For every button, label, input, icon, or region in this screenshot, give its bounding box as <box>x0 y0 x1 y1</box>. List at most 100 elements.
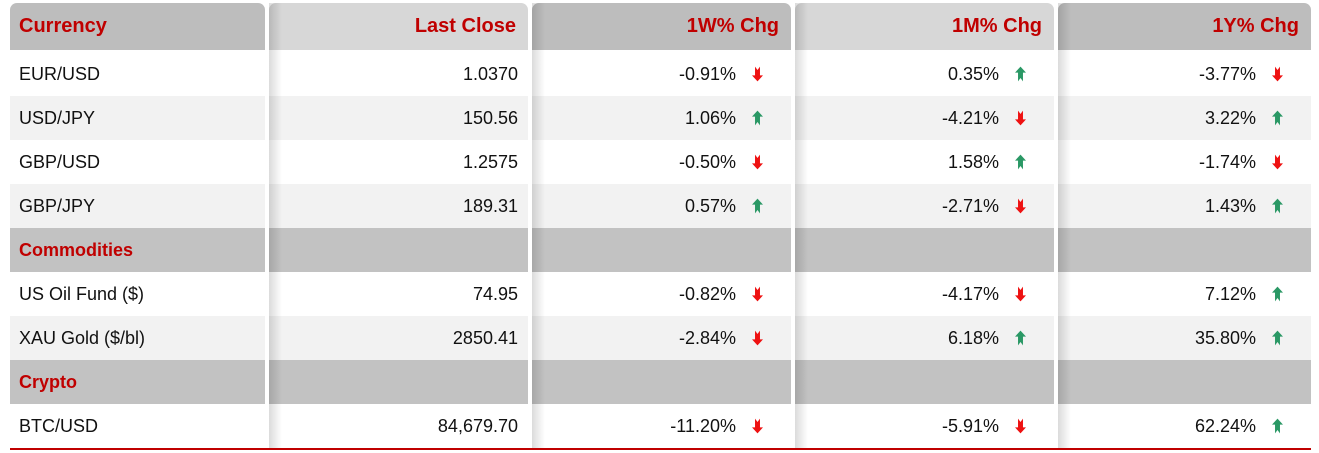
pct-change-value: 1.06% <box>684 107 736 128</box>
change-direction-slot <box>1256 329 1298 347</box>
section-row-cell <box>269 360 528 404</box>
down-arrow-icon <box>1014 198 1026 214</box>
instrument-row-label: XAU Gold ($/bl) <box>10 316 265 360</box>
pct-change-value: -11.20% <box>670 415 736 436</box>
chg-1y-cell: 1.43% <box>1058 184 1311 228</box>
section-name: Commodities <box>19 239 134 260</box>
up-arrow-icon <box>1271 330 1283 346</box>
pct-change-value: -4.17% <box>941 283 999 304</box>
col-currency-body: EUR/USD USD/JPY GBP/USD GBP/JPY Commodities U… <box>10 52 265 448</box>
last-close-cell: 189.31 <box>269 184 528 228</box>
chg-1m-cell: -4.21% <box>795 96 1054 140</box>
down-arrow-icon <box>1271 66 1283 82</box>
change-direction-slot <box>999 329 1041 347</box>
chg-1y-cell: 7.12% <box>1058 272 1311 316</box>
header-1w-chg-label: 1W% Chg <box>686 15 779 37</box>
up-arrow-icon <box>1014 154 1026 170</box>
col-1w-chg: 1W% Chg -0.91% 1.06% -0.50% 0.57% -0.82% -2.8… <box>532 3 791 448</box>
pct-change-value: -5.91% <box>941 415 999 436</box>
last-close-cell: 1.0370 <box>269 52 528 96</box>
last-close-value: 2850.41 <box>452 327 518 348</box>
chg-1y-cell: 3.22% <box>1058 96 1311 140</box>
header-last-close: Last Close <box>269 3 528 50</box>
section-row-cell <box>269 228 528 272</box>
col-1m-chg-body: 0.35% -4.21% 1.58% -2.71% -4.17% 6.18% -5.91% <box>795 52 1054 448</box>
change-direction-slot <box>736 417 778 435</box>
header-1m-chg: 1M% Chg <box>795 3 1054 50</box>
instrument-row-label: GBP/JPY <box>10 184 265 228</box>
down-arrow-icon <box>1014 286 1026 302</box>
chg-1w-cell: -11.20% <box>532 404 791 448</box>
change-direction-slot <box>736 285 778 303</box>
chg-1y-cell: -1.74% <box>1058 140 1311 184</box>
change-direction-slot <box>736 109 778 127</box>
change-direction-slot <box>999 65 1041 83</box>
instrument-name: USD/JPY <box>19 107 96 128</box>
chg-1w-cell: -0.82% <box>532 272 791 316</box>
instrument-row-label: EUR/USD <box>10 52 265 96</box>
col-last-close-body: 1.0370 150.56 1.2575 189.31 74.95 2850.41 84,6… <box>269 52 528 448</box>
last-close-value: 1.2575 <box>462 151 518 172</box>
col-currency: Currency EUR/USD USD/JPY GBP/USD GBP/JPY Com… <box>10 3 265 448</box>
section-row-cell <box>1058 360 1311 404</box>
col-1m-chg: 1M% Chg 0.35% -4.21% 1.58% -2.71% -4.17% 6.18… <box>795 3 1054 448</box>
change-direction-slot <box>736 65 778 83</box>
chg-1y-cell: 35.80% <box>1058 316 1311 360</box>
section-row-cell <box>532 360 791 404</box>
section-row-cell <box>795 360 1054 404</box>
change-direction-slot <box>1256 109 1298 127</box>
pct-change-value: -1.74% <box>1198 151 1256 172</box>
instrument-row-label: USD/JPY <box>10 96 265 140</box>
chg-1m-cell: -5.91% <box>795 404 1054 448</box>
section-row-cell <box>532 228 791 272</box>
header-last-close-label: Last Close <box>414 15 516 37</box>
chg-1y-cell: 62.24% <box>1058 404 1311 448</box>
pct-change-value: -3.77% <box>1198 63 1256 84</box>
down-arrow-icon <box>751 286 763 302</box>
down-arrow-icon <box>751 418 763 434</box>
pct-change-value: -0.50% <box>678 151 736 172</box>
instrument-name: GBP/USD <box>19 151 101 172</box>
last-close-value: 84,679.70 <box>437 415 518 436</box>
up-arrow-icon <box>751 198 763 214</box>
change-direction-slot <box>1256 153 1298 171</box>
table-bottom-rule <box>10 448 1311 450</box>
chg-1m-cell: -4.17% <box>795 272 1054 316</box>
pct-change-value: -0.82% <box>678 283 736 304</box>
pct-change-value: 0.35% <box>947 63 999 84</box>
pct-change-value: 35.80% <box>1194 327 1256 348</box>
pct-change-value: 6.18% <box>947 327 999 348</box>
instrument-row-label: GBP/USD <box>10 140 265 184</box>
last-close-value: 1.0370 <box>462 63 518 84</box>
down-arrow-icon <box>1271 154 1283 170</box>
last-close-value: 189.31 <box>462 195 518 216</box>
change-direction-slot <box>999 197 1041 215</box>
header-1y-chg: 1Y% Chg <box>1058 3 1311 50</box>
pct-change-value: 3.22% <box>1204 107 1256 128</box>
change-direction-slot <box>1256 197 1298 215</box>
section-row-cell <box>795 228 1054 272</box>
last-close-cell: 2850.41 <box>269 316 528 360</box>
last-close-cell: 1.2575 <box>269 140 528 184</box>
up-arrow-icon <box>1271 198 1283 214</box>
col-1y-chg-body: -3.77% 3.22% -1.74% 1.43% 7.12% 35.80% 62.24% <box>1058 52 1311 448</box>
chg-1m-cell: 6.18% <box>795 316 1054 360</box>
instrument-name: GBP/JPY <box>19 195 96 216</box>
header-1w-chg: 1W% Chg <box>532 3 791 50</box>
change-direction-slot <box>999 109 1041 127</box>
pct-change-value: -0.91% <box>678 63 736 84</box>
last-close-cell: 150.56 <box>269 96 528 140</box>
chg-1m-cell: 0.35% <box>795 52 1054 96</box>
col-1y-chg: 1Y% Chg -3.77% 3.22% -1.74% 1.43% 7.12% 35.80… <box>1058 3 1311 448</box>
up-arrow-icon <box>1271 418 1283 434</box>
header-currency-label: Currency <box>19 15 107 37</box>
chg-1w-cell: 0.57% <box>532 184 791 228</box>
section-row-cell <box>1058 228 1311 272</box>
last-close-cell: 74.95 <box>269 272 528 316</box>
pct-change-value: 62.24% <box>1194 415 1256 436</box>
pct-change-value: -2.71% <box>941 195 999 216</box>
instrument-row-label: US Oil Fund ($) <box>10 272 265 316</box>
change-direction-slot <box>1256 285 1298 303</box>
instrument-name: EUR/USD <box>19 63 101 84</box>
